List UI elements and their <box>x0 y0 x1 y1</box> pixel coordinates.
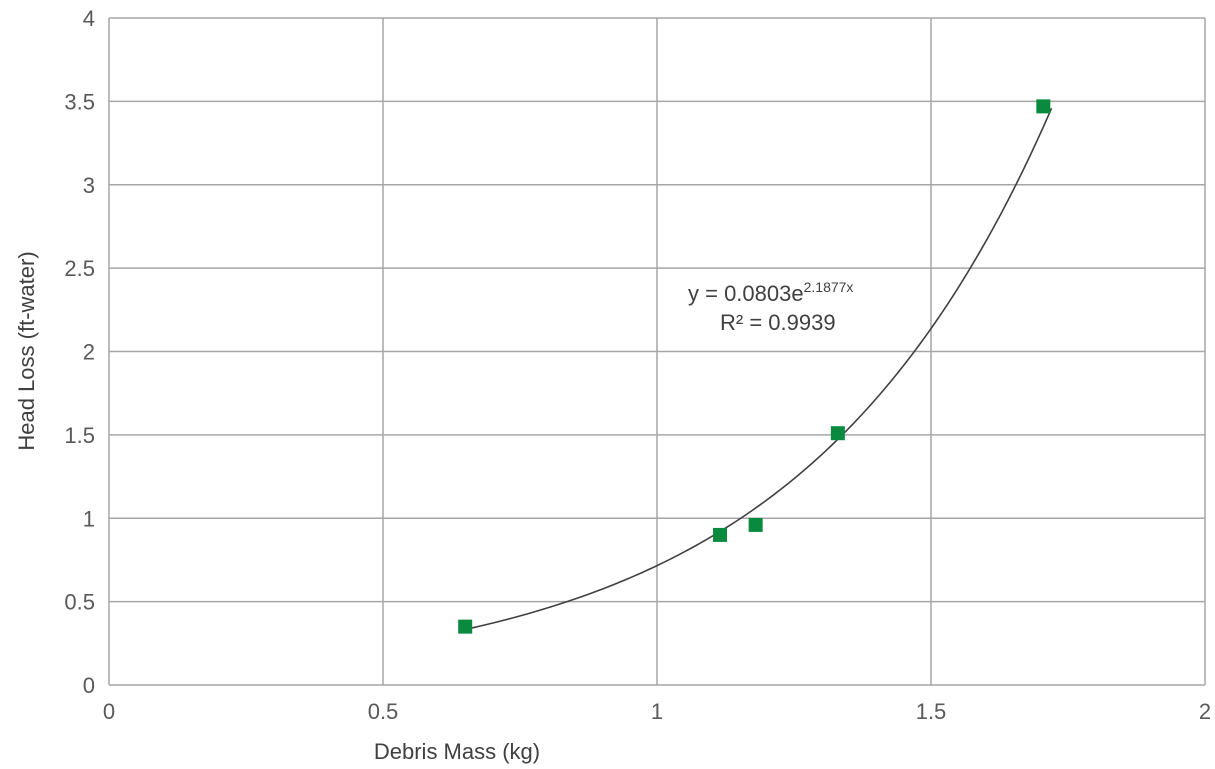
y-tick-label: 3.5 <box>64 89 95 114</box>
y-tick-label: 2.5 <box>64 256 95 281</box>
y-tick-label: 4 <box>83 6 95 31</box>
y-tick-label: 1.5 <box>64 423 95 448</box>
data-point <box>713 527 728 542</box>
y-tick-label: 3 <box>83 173 95 198</box>
trendline <box>465 107 1053 631</box>
y-tick-labels: 0 0.5 1 1.5 2 2.5 3 3.5 4 <box>64 6 95 698</box>
x-tick-label: 1 <box>651 699 663 724</box>
trendline-equation-base: y = 0.0803e <box>688 281 804 306</box>
x-tick-labels: 0 0.5 1 1.5 2 <box>103 699 1211 724</box>
x-tick-label: 0.5 <box>368 699 399 724</box>
y-tick-label: 0.5 <box>64 590 95 615</box>
y-tick-label: 0 <box>83 673 95 698</box>
data-point <box>748 517 763 532</box>
x-tick-label: 2 <box>1199 699 1211 724</box>
trendline-equation: y = 0.0803e2.1877x <box>688 279 853 306</box>
y-axis-title: Head Loss (ft-water) <box>14 251 39 450</box>
trendline-equation-exponent: 2.1877x <box>804 279 854 295</box>
data-point <box>830 426 845 441</box>
y-tick-label: 2 <box>83 340 95 365</box>
gridlines <box>108 17 1206 686</box>
x-axis-title: Debris Mass (kg) <box>374 739 540 764</box>
data-point <box>458 619 473 634</box>
trendline-r-squared: R² = 0.9939 <box>720 310 836 335</box>
x-tick-label: 0 <box>103 699 115 724</box>
data-point <box>1036 99 1051 114</box>
y-tick-label: 1 <box>83 506 95 531</box>
data-points <box>458 99 1051 634</box>
x-tick-label: 1.5 <box>916 699 947 724</box>
